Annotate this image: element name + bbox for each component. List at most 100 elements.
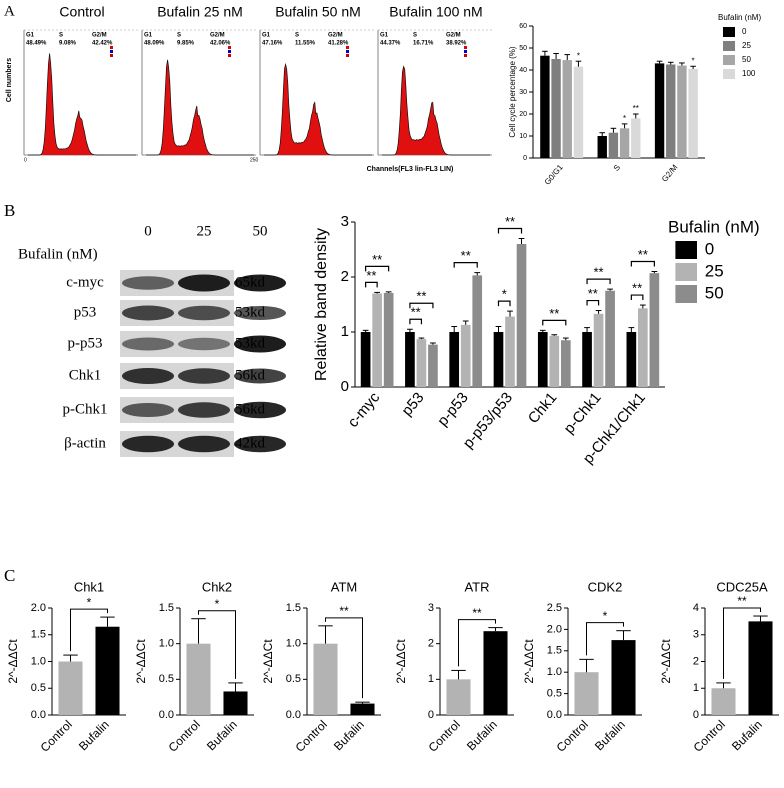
y-tick-label: 1.0 <box>31 655 46 667</box>
bar <box>638 308 648 387</box>
legend-swatch <box>110 50 113 53</box>
x-tick-label: G2/M <box>660 163 680 184</box>
y-tick-label: 0.5 <box>159 673 174 685</box>
x-tick-label: Bufalin <box>592 717 628 753</box>
bar <box>626 332 637 387</box>
significance: * <box>215 597 220 611</box>
legend-swatch <box>228 46 231 49</box>
bar <box>666 64 676 158</box>
chart-title: ATR <box>464 579 489 594</box>
bar <box>483 631 508 715</box>
phase-label: G2/M <box>328 33 343 39</box>
significance: ** <box>416 289 426 304</box>
blot-band <box>234 335 286 353</box>
y-tick-label: 1.5 <box>547 645 562 657</box>
legend-title: Bufalin (nM) <box>718 13 761 22</box>
bar <box>582 332 592 387</box>
y-tick-label: 1 <box>428 673 434 685</box>
significance: ** <box>594 265 604 280</box>
bar <box>540 55 550 159</box>
y-tick-label: 0 <box>341 378 349 395</box>
bar <box>360 332 371 387</box>
panel-label: C <box>4 566 15 585</box>
phase-percent: 38.92% <box>446 41 467 47</box>
size-label: 56kd <box>235 401 266 417</box>
y-tick-label: 2 <box>341 268 349 285</box>
phase-label: S <box>295 33 299 39</box>
protein-label: Chk1 <box>69 367 102 383</box>
y-tick-label: 2 <box>428 638 434 650</box>
legend-label: 25 <box>705 261 724 280</box>
significance: ** <box>366 268 376 283</box>
size-label: 53kd <box>235 335 266 351</box>
y-tick-label: 0.5 <box>547 688 562 700</box>
y-tick-label: 60 <box>519 23 527 30</box>
protein-label: β-actin <box>64 435 106 451</box>
y-tick-label: 3 <box>693 629 699 641</box>
significance: ** <box>505 214 515 229</box>
y-axis-label: Cell numbers <box>6 58 13 102</box>
treatment-label: Bufalin (nM) <box>18 246 98 262</box>
histogram-fill <box>146 60 254 155</box>
phase-percent: 42.42% <box>92 41 113 47</box>
x-tick-label: p-Chk1 <box>561 389 605 437</box>
x-axis-label: Channels(FL3 lin-FL3 LIN) <box>367 166 454 173</box>
y-tick-label: 1.5 <box>31 629 46 641</box>
bar <box>505 316 515 387</box>
size-label: 56kd <box>235 367 266 383</box>
legend-swatch <box>464 50 467 53</box>
y-axis-label: 2^-ΔΔCt <box>394 639 408 684</box>
x-tick-label: Control <box>293 717 330 754</box>
flow-title: Control <box>59 4 104 20</box>
bar <box>95 626 120 715</box>
blot-band <box>178 435 230 453</box>
y-tick-label: 10 <box>519 133 527 140</box>
y-axis-label: Relative band density <box>313 228 330 381</box>
bar <box>560 340 571 387</box>
bar <box>383 292 394 387</box>
legend-swatch <box>723 41 735 51</box>
significance-bracket <box>497 300 511 307</box>
blot-band <box>122 305 174 321</box>
bar <box>313 643 338 715</box>
x-tick-label: Control <box>426 717 463 754</box>
flow-title: Bufalin 100 nM <box>389 4 482 20</box>
significance: ** <box>549 306 559 321</box>
bar <box>58 661 83 715</box>
bar <box>472 275 483 387</box>
bar <box>619 128 630 158</box>
legend-swatch <box>464 54 467 57</box>
blot-band <box>178 305 230 321</box>
lane-label: 0 <box>144 223 152 239</box>
bar <box>549 335 560 387</box>
y-axis-label: Cell cycle percentage (%) <box>508 46 517 137</box>
bar <box>537 332 548 387</box>
y-tick-label: 3 <box>428 602 434 614</box>
significance-bracket <box>325 617 363 699</box>
blot-band <box>234 368 286 384</box>
phase-percent: 9.08% <box>59 41 77 47</box>
y-tick-label: 0 <box>693 709 699 721</box>
panel-label: B <box>4 201 15 220</box>
x-tick-label: 0 <box>24 157 27 163</box>
legend-swatch <box>110 46 113 49</box>
blot-band <box>234 274 286 292</box>
y-axis-label: 2^-ΔΔCt <box>659 639 673 684</box>
y-tick-label: 2.5 <box>547 602 562 614</box>
y-axis-label: 2^-ΔΔCt <box>522 639 536 684</box>
bar <box>711 688 736 715</box>
size-label: 42kd <box>235 435 266 451</box>
legend-title: Bufalin (nM) <box>668 217 760 236</box>
legend-swatch <box>346 50 349 53</box>
protein-label: p-p53 <box>68 335 103 351</box>
significance: * <box>623 114 626 123</box>
significance: ** <box>737 594 747 608</box>
significance: ** <box>633 104 639 113</box>
x-tick-label: Control <box>166 717 203 754</box>
bar <box>649 273 660 387</box>
histogram-outline <box>264 63 372 156</box>
y-tick-label: 1.0 <box>547 666 562 678</box>
histogram-fill <box>382 65 490 155</box>
significance: * <box>502 287 507 302</box>
y-tick-label: 1.5 <box>286 602 301 614</box>
